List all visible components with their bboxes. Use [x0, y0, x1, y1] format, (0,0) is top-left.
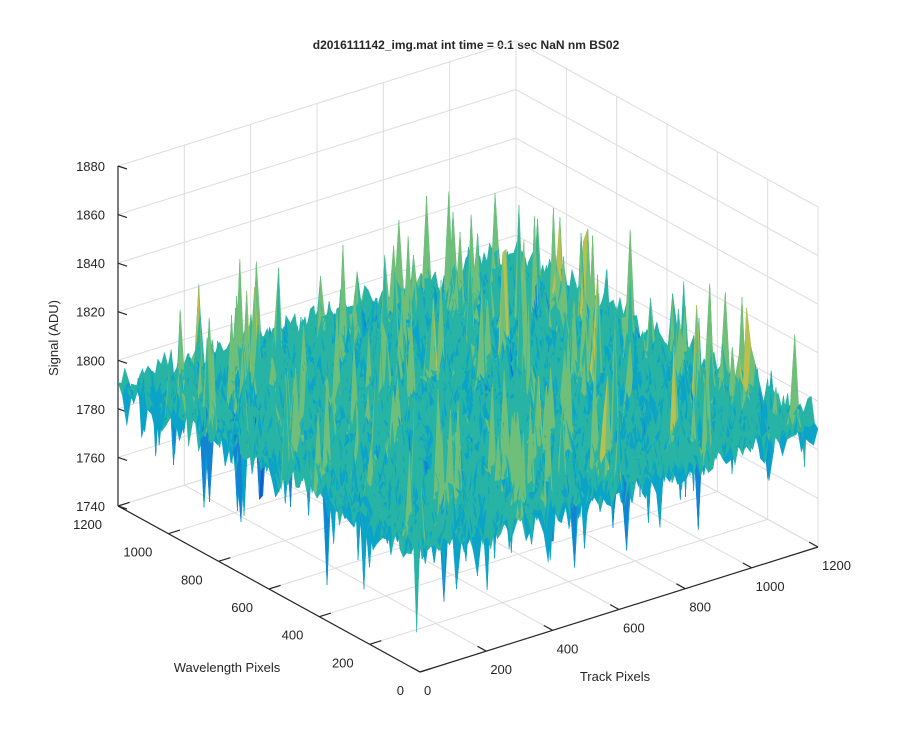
y-tick-mark [369, 640, 382, 645]
surface [118, 191, 818, 633]
x-tick-mark [742, 562, 752, 569]
y-tick-mark [117, 501, 130, 507]
x-tick-mark [676, 583, 686, 590]
backwall-gridline [117, 40, 517, 167]
z-tick-mark [117, 359, 128, 364]
sidewall-gridline [515, 137, 819, 305]
x-tick-mark [808, 541, 819, 548]
sidewall-gridline [515, 186, 819, 354]
axes [117, 165, 819, 673]
y-tick-mark [168, 529, 181, 535]
sidewall-gridline [515, 89, 819, 257]
z-tick-mark [117, 505, 128, 510]
z-tick-mark [117, 311, 128, 316]
floor-gridline [319, 491, 718, 618]
z-tick-mark [117, 456, 128, 461]
x-tick-mark [477, 645, 487, 652]
sidewall-gridline [515, 40, 819, 208]
y-tick-mark [419, 667, 432, 673]
x-tick-mark [609, 604, 620, 611]
y-tick-mark [268, 584, 281, 590]
x-tick-mark [543, 624, 553, 631]
z-tick-mark [117, 262, 128, 267]
chart-title: d2016111142_img.mat int time = 0.1 sec N… [313, 38, 620, 52]
floor-gridline [369, 518, 768, 645]
backwall-gridline [117, 137, 517, 264]
backwall-gridline [117, 89, 517, 216]
x-tick-mark [410, 666, 421, 673]
sidewall-gridline [515, 234, 819, 402]
z-tick-mark [117, 165, 128, 170]
y-tick-mark [218, 557, 231, 562]
z-tick-mark [117, 214, 128, 219]
y-tick-mark [319, 612, 332, 618]
